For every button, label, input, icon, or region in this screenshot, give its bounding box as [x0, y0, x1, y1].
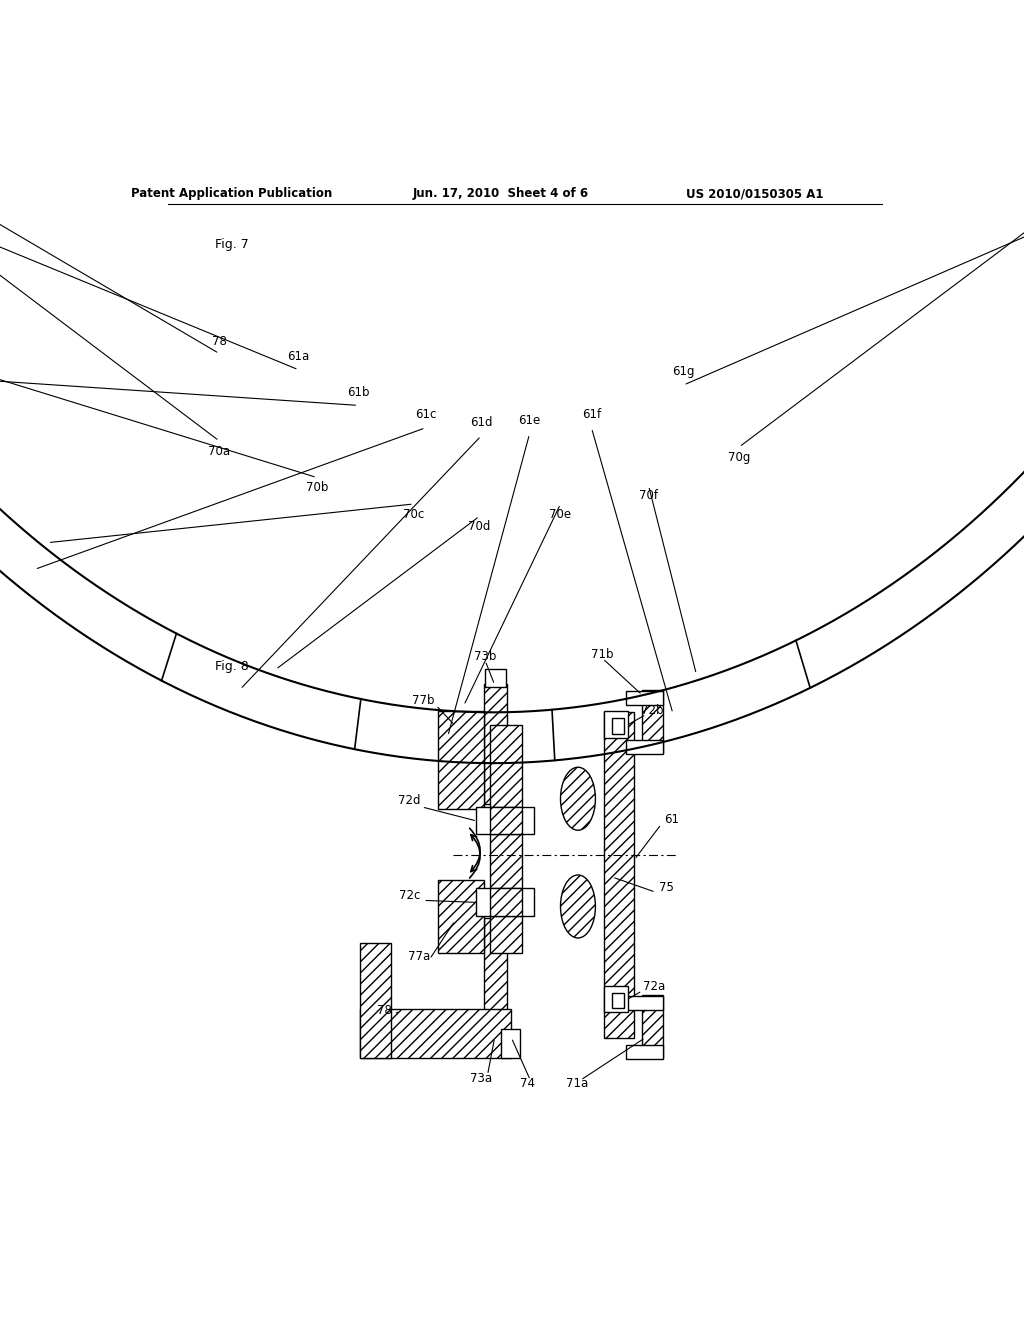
- Text: Fig. 8: Fig. 8: [215, 660, 249, 673]
- Bar: [489, 807, 521, 834]
- Text: 72a: 72a: [643, 981, 666, 993]
- Text: 77a: 77a: [409, 950, 430, 962]
- Bar: [627, 690, 663, 705]
- Bar: [642, 995, 663, 1057]
- Bar: [437, 711, 483, 809]
- Text: 70b: 70b: [306, 482, 328, 494]
- Text: 73b: 73b: [474, 649, 497, 663]
- FancyArrowPatch shape: [470, 828, 480, 871]
- Text: 77b: 77b: [412, 693, 434, 706]
- Bar: [489, 725, 521, 953]
- Text: 61b: 61b: [347, 385, 370, 399]
- Bar: [483, 684, 507, 804]
- Text: 75: 75: [658, 880, 674, 894]
- Bar: [612, 993, 624, 1008]
- Ellipse shape: [560, 767, 595, 830]
- Bar: [604, 711, 628, 738]
- Text: 71a: 71a: [566, 1077, 589, 1090]
- Bar: [604, 986, 628, 1012]
- Bar: [359, 942, 391, 1057]
- Text: 61c: 61c: [415, 408, 436, 421]
- Bar: [627, 995, 663, 1010]
- Ellipse shape: [560, 875, 595, 939]
- Text: 61f: 61f: [582, 408, 601, 421]
- Bar: [485, 669, 506, 686]
- Text: Patent Application Publication: Patent Application Publication: [130, 187, 332, 201]
- Bar: [475, 888, 535, 916]
- Text: 74: 74: [520, 1077, 536, 1090]
- Text: 73a: 73a: [470, 1072, 493, 1085]
- Text: 78: 78: [212, 335, 226, 348]
- Bar: [627, 1044, 663, 1059]
- Bar: [489, 888, 521, 916]
- Text: 61: 61: [665, 813, 679, 825]
- Text: 70f: 70f: [639, 490, 658, 503]
- Text: 61e: 61e: [518, 414, 541, 428]
- Bar: [475, 807, 535, 834]
- Bar: [437, 880, 483, 953]
- FancyArrowPatch shape: [470, 834, 480, 878]
- Text: Jun. 17, 2010  Sheet 4 of 6: Jun. 17, 2010 Sheet 4 of 6: [413, 187, 589, 201]
- Text: 70c: 70c: [403, 508, 424, 520]
- Bar: [501, 1030, 520, 1057]
- Text: 70a: 70a: [208, 445, 230, 458]
- Text: 72b: 72b: [641, 704, 663, 717]
- Text: 70e: 70e: [550, 508, 571, 520]
- Bar: [604, 713, 634, 1038]
- Text: 61d: 61d: [470, 416, 493, 429]
- Text: 78: 78: [377, 1003, 392, 1016]
- Text: US 2010/0150305 A1: US 2010/0150305 A1: [686, 187, 823, 201]
- Text: Fig. 7: Fig. 7: [215, 239, 249, 251]
- Text: 72c: 72c: [399, 888, 421, 902]
- Bar: [485, 1039, 506, 1057]
- Bar: [627, 739, 663, 754]
- Text: 71b: 71b: [591, 648, 613, 661]
- Text: 61g: 61g: [673, 366, 694, 379]
- Bar: [359, 1008, 511, 1057]
- Bar: [483, 917, 507, 1038]
- Bar: [642, 690, 663, 752]
- Bar: [612, 718, 624, 734]
- Text: 72d: 72d: [398, 795, 421, 808]
- Text: 61a: 61a: [288, 350, 309, 363]
- Text: 70g: 70g: [728, 450, 751, 463]
- Text: 70d: 70d: [468, 520, 490, 533]
